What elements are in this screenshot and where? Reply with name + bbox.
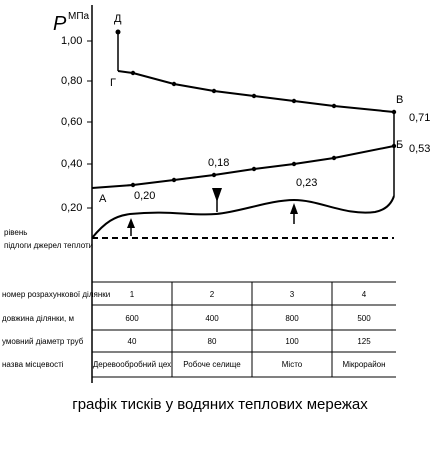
point-label-g: Г — [110, 77, 116, 89]
point-label-d: Д — [114, 13, 122, 25]
arrow-down-icon — [212, 188, 222, 202]
table-cell: 100 — [285, 337, 299, 346]
table-row-label: умовний діаметр труб — [2, 337, 84, 346]
value-020: 0,20 — [134, 190, 155, 202]
table-row-label: номер розрахункової ділянки — [2, 290, 110, 299]
level-label: рівень — [4, 228, 27, 237]
table-cell: 4 — [362, 290, 367, 299]
value-018: 0,18 — [208, 157, 229, 169]
table-row-label: назва місцевості — [2, 360, 64, 369]
table-cell: 600 — [125, 314, 139, 323]
table-cell: 125 — [357, 337, 371, 346]
terrain-profile-curve — [91, 195, 395, 239]
table-cell: 800 — [285, 314, 299, 323]
point-label-b: Б — [396, 139, 403, 151]
table-cell: 500 — [357, 314, 371, 323]
table-cell: 80 — [208, 337, 217, 346]
value-023: 0,23 — [296, 177, 317, 189]
tick-label-080: 0,80 — [61, 75, 82, 87]
source-label: підлоги джерел теплоти — [4, 241, 93, 250]
arrow-up-icon — [290, 203, 298, 214]
axis-unit: МПа — [68, 11, 90, 22]
return-pressure-line — [91, 145, 395, 189]
table-cell: 1 — [130, 290, 135, 299]
table-cell: Деревообробний цех — [93, 360, 171, 369]
table-row-label: довжина ділянки, м — [2, 314, 74, 323]
table-cell: Мікрорайон — [342, 360, 385, 369]
value-b: 0,53 — [409, 143, 430, 155]
axis-symbol: P — [53, 13, 67, 35]
tick-label-020: 0,20 — [61, 202, 82, 214]
supply-line-markers — [130, 70, 397, 115]
table-cell: Місто — [282, 360, 303, 369]
tick-label-060: 0,60 — [61, 116, 82, 128]
table-cell: 3 — [290, 290, 295, 299]
diagram-caption: графік тисків у водяних теплових мережах — [72, 396, 368, 413]
table-cell: 400 — [205, 314, 219, 323]
tick-label-100: 1,00 — [61, 35, 82, 47]
data-table-grid — [92, 281, 396, 378]
tick-label-040: 0,40 — [61, 158, 82, 170]
point-d-marker — [115, 29, 121, 35]
point-label-v: В — [396, 94, 403, 106]
supply-pressure-line — [117, 70, 395, 113]
arrow-up-icon — [127, 218, 135, 228]
value-v: 0,71 — [409, 112, 430, 124]
table-cell: 2 — [210, 290, 215, 299]
table-cell: 40 — [128, 337, 137, 346]
point-label-a: А — [99, 193, 107, 205]
table-cell: Робоче селище — [183, 360, 241, 369]
